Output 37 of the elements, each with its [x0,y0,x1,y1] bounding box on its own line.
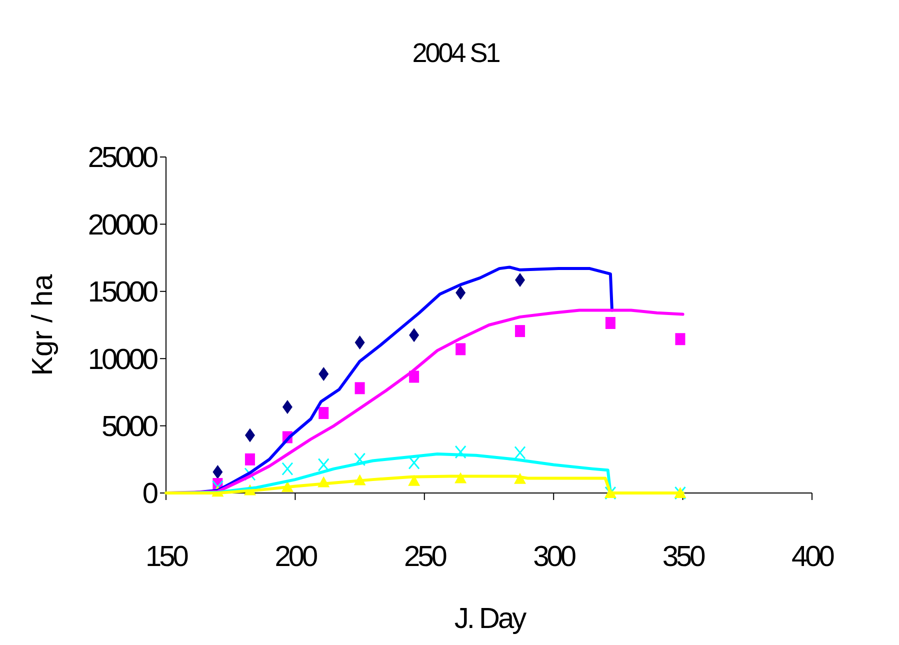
x-tick-label: 400 [792,541,834,573]
point [282,462,294,476]
point [605,316,616,329]
point [244,428,255,442]
point [514,446,526,460]
point [318,367,329,382]
x-tick-label: 250 [404,541,446,573]
y-tick-label: 15000 [88,276,158,309]
y-axis-title: Kgr / ha [27,273,59,376]
point [456,343,466,356]
x-tick-label: 200 [274,541,318,573]
chart-title: 2004 S1 [412,38,500,68]
point [408,474,420,486]
x-tick-label: 350 [662,541,705,573]
point [318,407,329,420]
point [454,445,466,459]
y-tick-label: 25000 [88,142,158,174]
x-axis-title: J. Day [454,603,528,635]
point [515,272,526,287]
point [244,453,255,466]
point [354,382,365,394]
point [456,286,466,300]
y-tick-label: 0 [142,478,158,510]
point [354,335,365,350]
point [515,325,526,338]
y-tick-label: 10000 [88,344,158,376]
y-tick-label: 20000 [88,209,158,242]
x-tick-label: 150 [146,541,188,573]
point [282,400,292,414]
point [408,456,420,470]
y-tick-label: 5000 [101,410,158,443]
point [675,333,686,346]
point [212,465,223,480]
point [354,452,366,466]
x-tick-label: 300 [533,541,576,573]
point [409,328,420,342]
point [318,458,330,472]
